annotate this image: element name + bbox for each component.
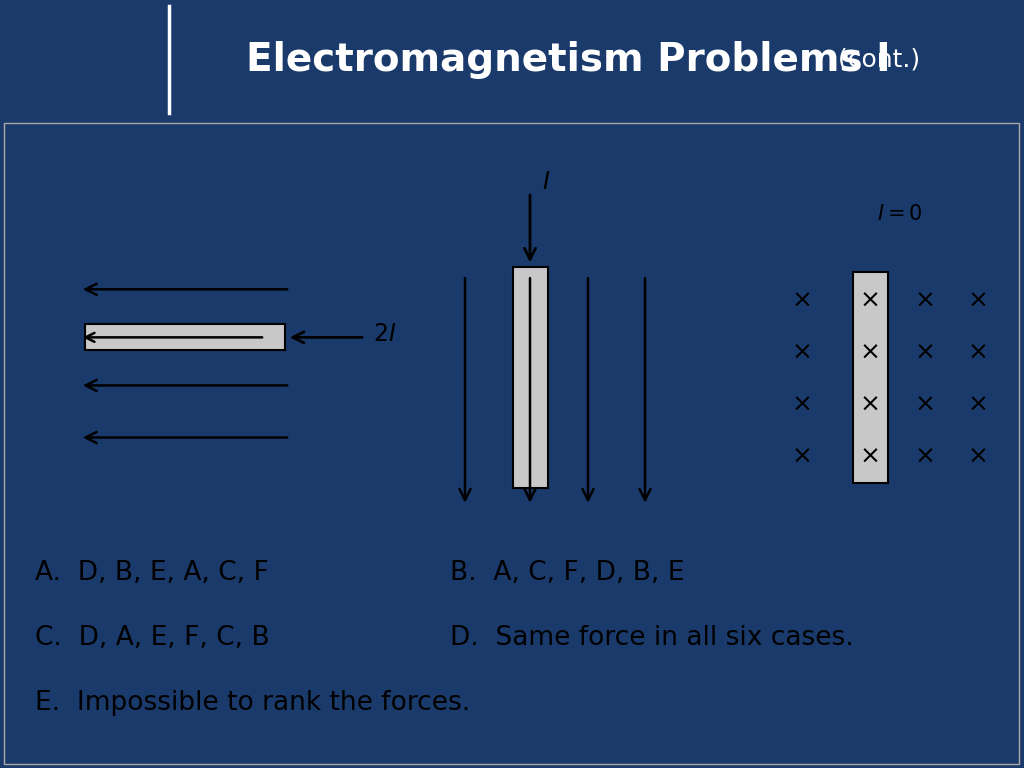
Text: E: E <box>553 543 567 563</box>
Text: E.  Impossible to rank the forces.: E. Impossible to rank the forces. <box>35 690 470 716</box>
Text: B.  A, C, F, D, B, E: B. A, C, F, D, B, E <box>450 560 684 586</box>
Text: ×: × <box>859 288 881 313</box>
Text: A.  D, B, E, A, C, F: A. D, B, E, A, C, F <box>35 560 268 586</box>
Text: (cont.): (cont.) <box>830 48 921 71</box>
Text: $I=0$: $I=0$ <box>878 204 923 224</box>
Text: F: F <box>913 528 927 548</box>
Text: ×: × <box>968 392 988 416</box>
Text: ×: × <box>792 392 812 416</box>
Bar <box>853 273 888 482</box>
Text: Electromagnetism Problems I: Electromagnetism Problems I <box>246 41 891 78</box>
Text: ×: × <box>914 340 936 364</box>
Bar <box>85 324 285 350</box>
Text: ×: × <box>968 445 988 468</box>
Text: ×: × <box>859 392 881 416</box>
Text: C.  D, A, E, F, C, B: C. D, A, E, F, C, B <box>35 625 269 650</box>
Text: ×: × <box>792 340 812 364</box>
Text: $I$: $I$ <box>542 170 550 194</box>
Text: ×: × <box>968 288 988 313</box>
Bar <box>512 267 548 488</box>
Text: ×: × <box>968 340 988 364</box>
Text: $2I$: $2I$ <box>373 323 396 346</box>
Text: D.  Same force in all six cases.: D. Same force in all six cases. <box>450 625 854 650</box>
Text: D: D <box>176 478 194 498</box>
Text: ×: × <box>914 445 936 468</box>
Text: ×: × <box>859 340 881 364</box>
Text: ×: × <box>792 445 812 468</box>
Text: ×: × <box>859 445 881 468</box>
Text: ×: × <box>914 288 936 313</box>
Text: ×: × <box>914 392 936 416</box>
Text: ×: × <box>792 288 812 313</box>
